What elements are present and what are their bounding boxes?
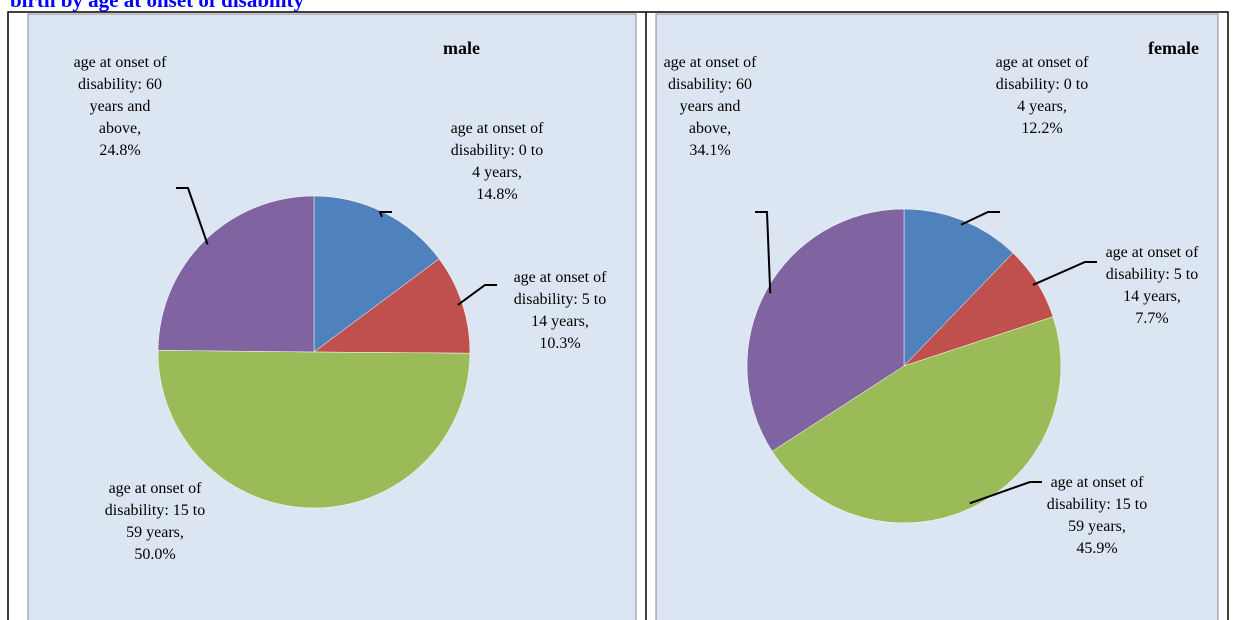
pie-slice (313, 258, 471, 354)
data-label-category: age at onset of disability: 0 to 4 years (990, 52, 1094, 118)
leader-line (176, 187, 209, 245)
data-label-category: age at onset of disability: 5 to 14 year… (508, 267, 612, 333)
data-label-value: 7.7% (1135, 310, 1169, 327)
data-label-category: age at onset of disability: 15 to 59 yea… (1045, 472, 1149, 538)
chart-title: male (443, 38, 480, 58)
leader-line (755, 211, 772, 294)
data-label-category: age at onset of disability: 60 years and… (658, 52, 762, 140)
leader-line (960, 211, 1000, 226)
data-label-value: 50.0% (134, 546, 176, 563)
heading: birth by age at onset of disability (10, 0, 305, 12)
leader-line (378, 211, 392, 218)
data-label-value: 14.8% (476, 186, 518, 203)
leader-line (969, 481, 1042, 505)
pie-slice (157, 195, 315, 353)
data-label-category: age at onset of disability: 15 to 59 yea… (103, 478, 207, 544)
leader-line (1032, 261, 1097, 286)
pie-slice (746, 208, 905, 452)
data-label-category: age at onset of disability: 0 to 4 years (445, 118, 549, 184)
table-border (7, 11, 1229, 620)
pie-slice (903, 208, 1014, 367)
leader-line (457, 284, 497, 306)
data-label-value: 10.3% (539, 335, 581, 352)
data-label-category: age at onset of disability: 5 to 14 year… (1100, 242, 1204, 308)
pie-slice (771, 316, 1062, 524)
data-label-value: 12.2% (1021, 120, 1063, 137)
data-label-value: 45.9% (1076, 540, 1118, 557)
chart-title: female (1148, 38, 1199, 58)
data-label-category: age at onset of disability: 60 years and… (68, 52, 172, 140)
pie-slice (157, 350, 471, 509)
data-label-value: 24.8% (99, 142, 141, 159)
data-label-value: 34.1% (689, 142, 731, 159)
